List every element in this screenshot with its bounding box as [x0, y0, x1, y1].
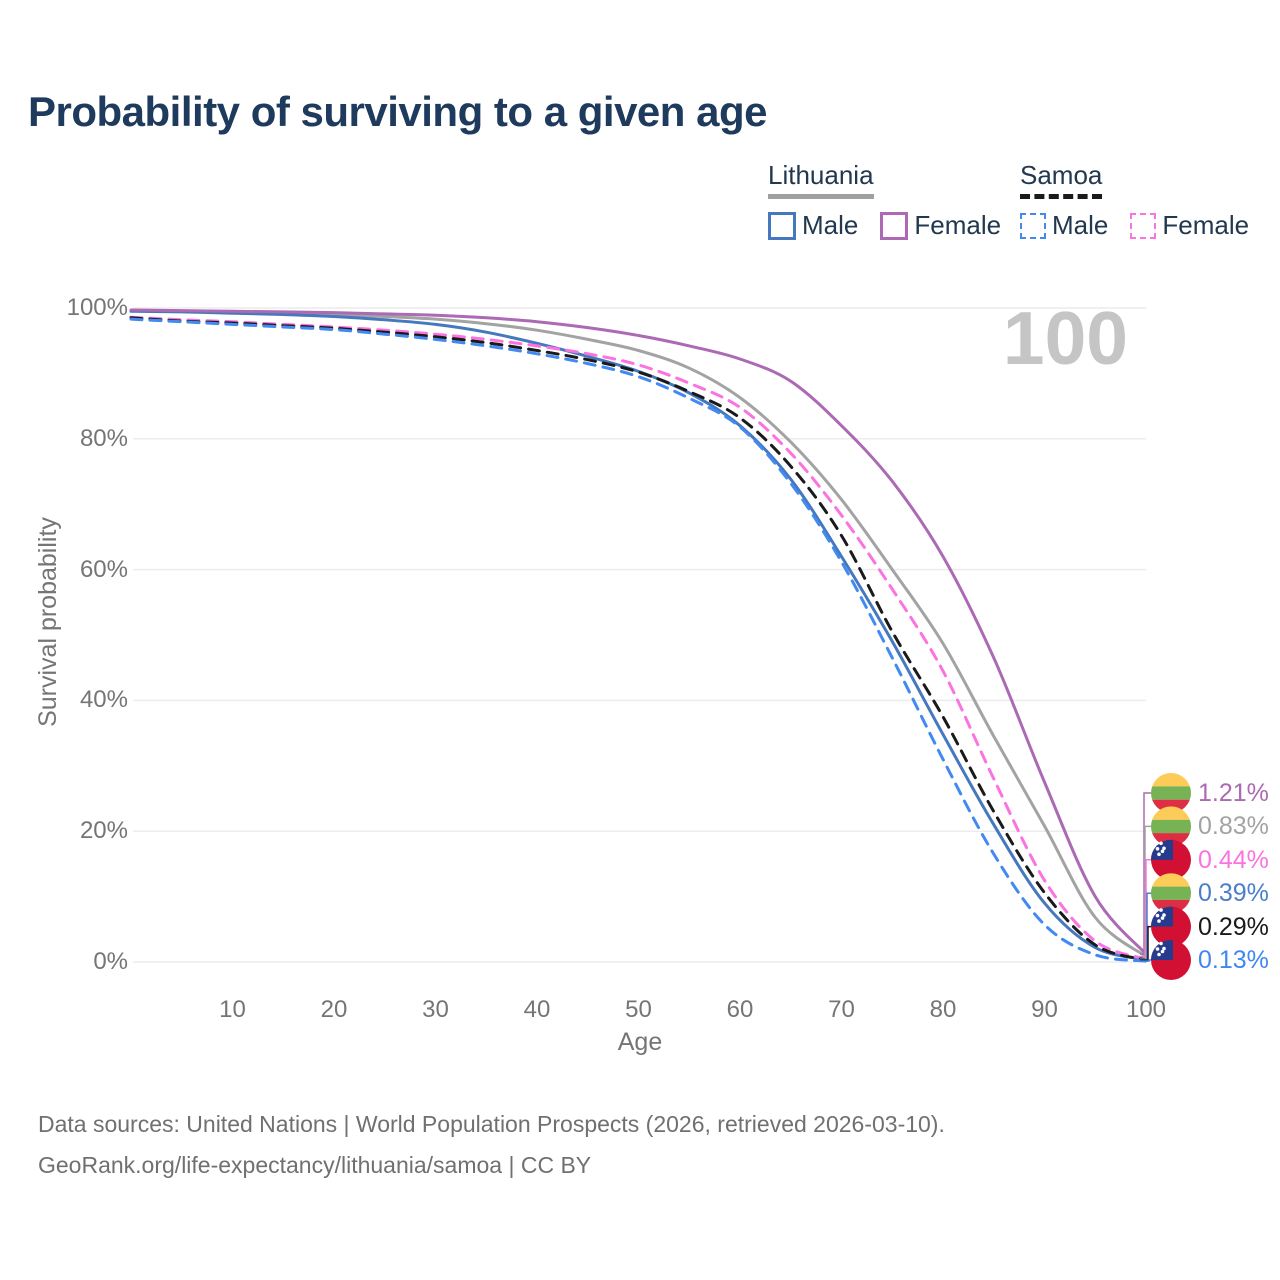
lithuania-female-swatch-icon [880, 211, 909, 240]
x-axis-tick-label: 50 [625, 996, 652, 1023]
series-line-samoa-male[interactable] [129, 317, 1148, 963]
leader-line [1140, 825, 1151, 958]
samoa-female-swatch-icon [1130, 212, 1157, 239]
end-value-label: 0.29% [1198, 912, 1269, 941]
legend-samoa-header[interactable]: Samoa [1020, 160, 1103, 199]
y-axis-tick-label: 60% [79, 555, 128, 583]
x-axis-tick-label: 20 [320, 996, 348, 1023]
samoa-flag-icon [1151, 940, 1191, 980]
legend-lithuania-header[interactable]: Lithuania [768, 160, 874, 199]
end-value-label: 0.39% [1198, 879, 1269, 908]
x-axis-tick-label: 70 [828, 996, 855, 1023]
x-axis-title: Age [617, 1028, 663, 1056]
y-axis-tick-label: 100% [66, 294, 128, 321]
leader-line [1140, 859, 1151, 960]
y-axis-tick-label: 80% [79, 424, 128, 452]
legend-samoa-female[interactable]: Female [1130, 210, 1249, 241]
page-title: Probability of surviving to a given age [28, 88, 767, 135]
x-axis-tick-label: 30 [422, 996, 449, 1023]
legend-samoa-male[interactable]: Male [1020, 210, 1108, 241]
series-line-lithuania-male[interactable] [129, 309, 1148, 961]
legend-group-samoa: Samoa Male Female [1020, 160, 1271, 241]
leader-line [1140, 792, 1151, 955]
x-axis-tick-label: 80 [929, 996, 957, 1023]
hovered-age-watermark: 100 [1002, 296, 1128, 380]
y-axis-tick-label: 20% [79, 817, 128, 845]
x-axis-tick-label: 60 [726, 996, 754, 1023]
series-line-lithuania-female[interactable] [129, 308, 1148, 956]
legend-lithuania-male[interactable]: Male [768, 210, 858, 241]
series-line-lithuania-both-sexes[interactable] [129, 309, 1148, 959]
series-line-samoa-both-sexes[interactable] [129, 316, 1148, 962]
end-value-label: 0.83% [1198, 812, 1269, 841]
y-axis-tick-label: 0% [93, 948, 128, 975]
samoa-flag-icon [1151, 839, 1191, 880]
footer-attribution: GeoRank.org/life-expectancy/lithuania/sa… [38, 1152, 592, 1178]
legend-group-lithuania: Lithuania Male Female [768, 160, 1023, 241]
x-axis-tick-label: 40 [523, 996, 551, 1023]
lithuania-male-swatch-icon [768, 211, 796, 240]
legend-lithuania-female[interactable]: Female [880, 210, 1001, 241]
series-line-samoa-female[interactable] [129, 315, 1148, 961]
footer: Data sources: United Nations | World Pop… [38, 1104, 945, 1186]
leader-line [1140, 959, 1151, 962]
footer-data-sources: Data sources: United Nations | World Pop… [38, 1111, 945, 1137]
samoa-male-swatch-icon [1020, 212, 1046, 239]
end-value-label: 1.21% [1198, 779, 1269, 807]
end-value-label: 0.44% [1198, 845, 1269, 874]
leader-line [1140, 925, 1151, 961]
y-axis-title: Survival probability [34, 517, 62, 727]
end-value-label: 0.13% [1198, 946, 1269, 974]
x-axis-tick-label: 100 [1125, 996, 1167, 1023]
x-axis-tick-label: 90 [1031, 996, 1058, 1023]
x-axis-tick-label: 10 [219, 996, 246, 1023]
y-axis-tick-label: 40% [79, 686, 128, 714]
